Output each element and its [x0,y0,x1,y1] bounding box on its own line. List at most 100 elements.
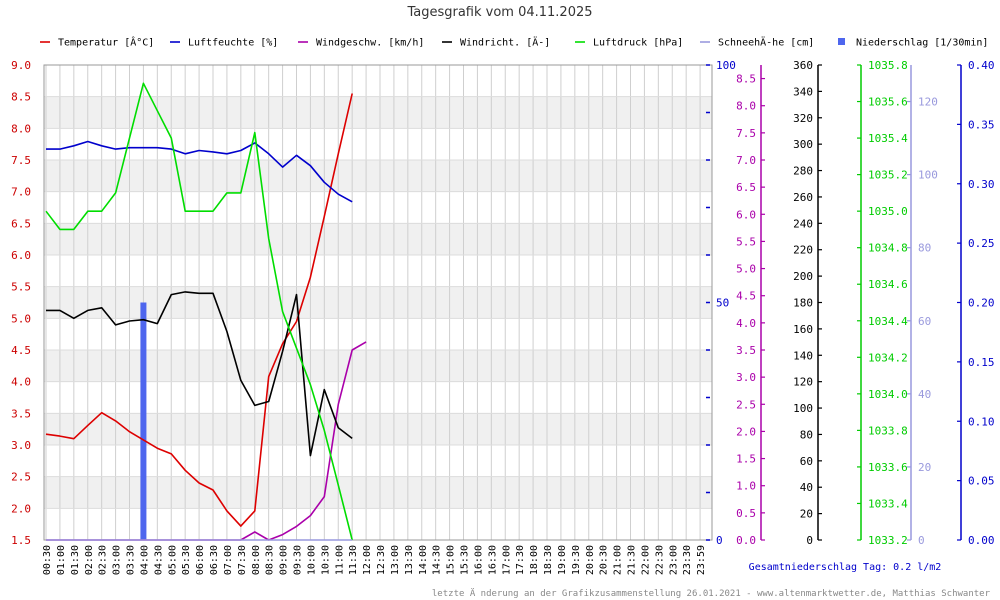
temp-axis-tick-label: 4.0 [11,376,31,389]
precipitation-bar [140,302,147,540]
snow-axis-tick-label: 120 [918,96,938,109]
series-line [45,82,353,541]
rain-axis-tick-label: 0.35 [968,118,995,131]
hum-axis-tick-label: 50 [716,297,729,310]
grid-band [44,350,712,382]
snow-axis-tick-label: 60 [918,315,931,328]
wind-axis-tick-label: 2.0 [736,425,756,438]
wind-axis-tick-label: 8.0 [736,100,756,113]
temp-axis-tick-label: 6.5 [11,217,31,230]
grid-band [44,413,712,445]
press-axis-tick-label: 1034.4 [868,315,908,328]
x-tick-label: 10:00 [306,545,317,575]
x-tick-label: 01:30 [70,545,81,575]
x-tick-label: 12:00 [362,545,373,575]
wind-axis-tick-label: 1.0 [736,480,756,493]
press-axis-tick-label: 1035.4 [868,132,908,145]
legend-label: SchneehÄ-he [cm] [718,36,814,49]
wind-axis-tick-label: 6.0 [736,208,756,221]
temp-axis-tick-label: 7.5 [11,154,31,167]
press-axis-tick-label: 1035.0 [868,205,908,218]
temp-axis-tick-label: 6.0 [11,249,31,262]
wind-axis-tick-label: 4.5 [736,290,756,303]
dir-axis-tick-label: 280 [793,165,813,178]
dir-axis-tick-label: 80 [800,428,813,441]
snow-axis-tick-label: 20 [918,461,931,474]
dir-axis-tick-label: 60 [800,455,813,468]
temp-axis-tick-label: 3.5 [11,407,31,420]
dir-axis-tick-label: 0 [806,534,813,547]
press-axis-tick-label: 1033.4 [868,497,908,510]
wind-axis-tick-label: 5.5 [736,235,756,248]
wind-axis-tick-label: 0.5 [736,507,756,520]
temp-axis-tick-label: 8.0 [11,122,31,135]
press-axis-tick-label: 1035.6 [868,96,908,109]
legend-label: Temperatur [Â°C] [58,36,154,49]
x-tick-label: 02:30 [98,545,109,575]
wind-axis-tick-label: 7.0 [736,154,756,167]
x-tick-label: 01:00 [56,545,67,575]
grid-band [44,286,712,319]
x-tick-label: 11:00 [334,545,345,575]
plot-bands [44,96,712,509]
chart-title: Tagesgrafik vom 04.11.2025 [406,5,592,20]
x-tick-label: 19:30 [571,545,582,575]
precipitation-bars [140,302,147,540]
series-line [45,93,353,527]
legend-label: Niederschlag [1/30min] [856,38,988,49]
press-axis-tick-label: 1035.2 [868,169,908,182]
dir-axis-tick-label: 200 [793,270,813,283]
wind-axis-tick-label: 3.0 [736,371,756,384]
dir-axis-tick-label: 160 [793,323,813,336]
x-tick-label: 22:00 [640,545,651,575]
plot-grid [43,64,713,541]
wind-axis-tick-label: 5.0 [736,263,756,276]
x-tick-label: 17:30 [515,545,526,575]
x-tick-label: 20:00 [585,545,596,575]
x-tick-label: 16:00 [473,545,484,575]
x-tick-label: 22:30 [654,545,665,575]
temp-axis-tick-label: 7.0 [11,186,31,199]
x-tick-label: 18:30 [543,545,554,575]
legend: Temperatur [Â°C] Luftfeuchte [%] Windgesch… [40,36,988,49]
x-tick-label: 14:30 [432,545,443,575]
legend-label: Windgeschw. [km/h] [316,38,424,49]
grid-band [44,96,712,129]
dir-axis-tick-label: 320 [793,112,813,125]
press-axis-tick-label: 1034.6 [868,278,908,291]
rain-axis-tick-label: 0.10 [968,415,995,428]
x-tick-label: 03:00 [112,545,123,575]
temp-axis-tick-label: 1.5 [11,534,31,547]
x-tick-label: 06:00 [195,545,206,575]
x-tick-label: 12:30 [376,545,387,575]
snow-axis-tick-label: 0 [918,534,925,547]
press-axis-tick-label: 1033.8 [868,424,908,437]
x-tick-label: 11:30 [348,545,359,575]
x-tick-label: 21:00 [613,545,624,575]
dir-axis-tick-label: 240 [793,217,813,230]
x-tick-label: 07:00 [223,545,234,575]
dir-axis-tick-label: 340 [793,85,813,98]
wind-axis-tick-label: 2.5 [736,398,756,411]
x-tick-label: 15:30 [460,545,471,575]
wind-axis-tick-label: 4.0 [736,317,756,330]
x-tick-label: 23:00 [668,545,679,575]
rain-axis-tick-label: 0.15 [968,356,995,369]
x-tick-label: 03:30 [126,545,137,575]
series-line [46,140,353,203]
dir-axis-tick-label: 140 [793,349,813,362]
x-tick-label: 08:00 [251,545,262,575]
rain-axis-tick-label: 0.40 [968,59,995,72]
press-axis-tick-label: 1035.8 [868,59,908,72]
dir-axis-tick-label: 220 [793,244,813,257]
x-tick-label: 09:00 [279,545,290,575]
snow-axis-tick-label: 80 [918,242,931,255]
temp-axis-tick-label: 5.5 [11,281,31,294]
temp-axis-tick-label: 2.0 [11,502,31,515]
temp-axis-tick-label: 9.0 [11,59,31,72]
x-tick-label: 05:00 [167,545,178,575]
grid-band [44,476,712,509]
x-tick-label: 16:30 [487,545,498,575]
wind-axis-tick-label: 3.5 [736,344,756,357]
